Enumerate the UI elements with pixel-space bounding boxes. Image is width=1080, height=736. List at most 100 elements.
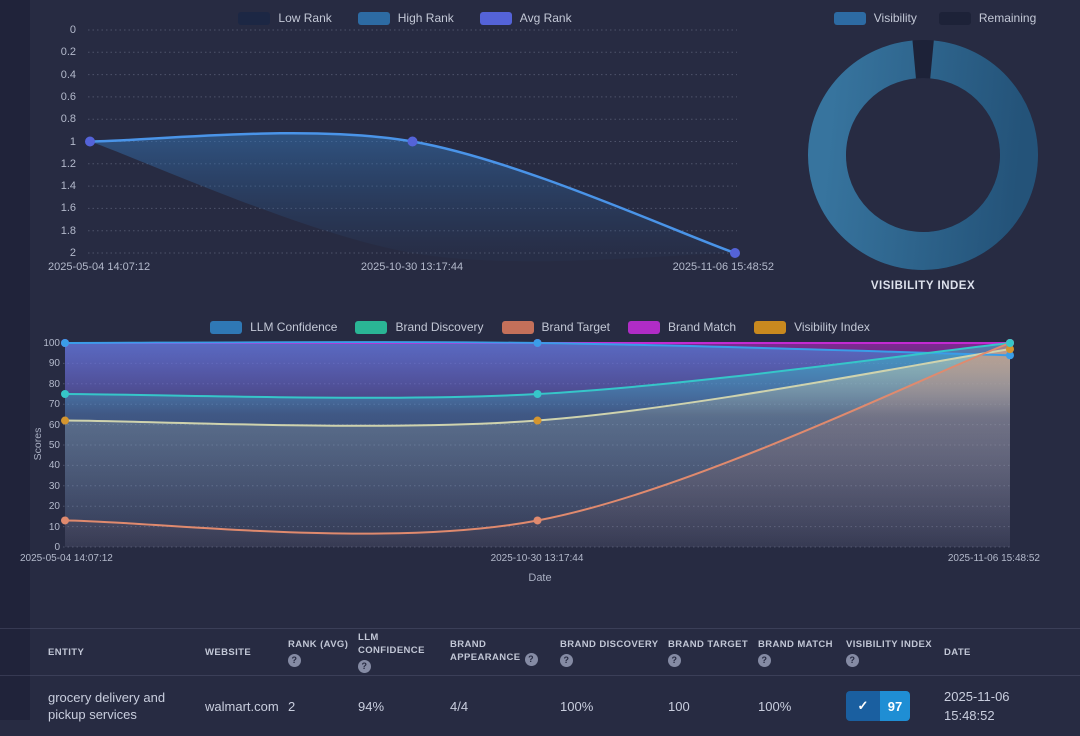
- table-row[interactable]: grocery delivery and pickup services wal…: [0, 676, 1080, 736]
- legend-swatch: [210, 320, 243, 334]
- help-icon[interactable]: ?: [846, 653, 859, 667]
- legend-item-llm-confidence[interactable]: LLM Confidence: [210, 320, 337, 334]
- visibility-donut-svg: [808, 40, 1038, 270]
- legend-label: Brand Match: [668, 320, 737, 334]
- help-icon[interactable]: ?: [668, 653, 681, 667]
- rank-y-tick: 0.2: [60, 46, 76, 59]
- scores-chart-svg: [61, 339, 1014, 548]
- visibility-index-value: 97: [880, 691, 910, 721]
- help-icon[interactable]: ?: [524, 653, 538, 666]
- legend-item-high-rank[interactable]: High Rank: [357, 11, 454, 25]
- cell-brand-target: 100: [668, 698, 690, 714]
- donut-legend: Visibility Remaining: [800, 11, 1070, 25]
- cell-visibility-index: ✓ 97: [846, 691, 944, 721]
- header-brand-match: BRAND MATCH?: [758, 638, 846, 667]
- header-llm-confidence: LLM CONFIDENCE?: [358, 631, 450, 673]
- donut-title: VISIBILITY INDEX: [870, 280, 976, 292]
- legend-item-brand-match[interactable]: Brand Match: [628, 320, 736, 334]
- scores-y-tick: 80: [48, 378, 60, 390]
- legend-item-avg-rank[interactable]: Avg Rank: [479, 11, 572, 25]
- legend-swatch: [355, 320, 388, 334]
- header-label: VISIBILITY INDEX: [846, 638, 932, 650]
- rank-y-tick: 0.6: [60, 90, 76, 103]
- scores-y-tick: 0: [54, 542, 60, 553]
- rank-chart-legend: Low Rank High Rank Avg Rank: [30, 11, 780, 25]
- check-icon: ✓: [846, 691, 880, 721]
- cell-rank-avg: 2: [288, 698, 296, 714]
- scores-x-tick: 2025-11-06 15:48:52: [947, 553, 1040, 564]
- legend-swatch: [501, 320, 534, 334]
- rank-y-tick: 1: [69, 135, 76, 148]
- left-gutter: [0, 0, 30, 720]
- cell-entity: grocery delivery and pickup services: [48, 690, 166, 722]
- help-icon[interactable]: ?: [758, 653, 771, 667]
- rank-y-tick: 1.6: [60, 202, 76, 215]
- scores-y-tick: 70: [48, 399, 60, 411]
- header-label: LLM CONFIDENCE: [358, 632, 425, 656]
- cell-brand-discovery: 100%: [560, 698, 594, 714]
- entities-table: ENTITY WEBSITE RANK (AVG)? LLM CONFIDENCE? B…: [0, 628, 1080, 736]
- header-website: WEBSITE: [205, 646, 288, 659]
- rank-chart-svg: [85, 29, 740, 262]
- help-icon[interactable]: ?: [560, 653, 573, 667]
- scores-y-tick: 40: [48, 460, 60, 472]
- cell-brand-match: 100%: [758, 698, 792, 714]
- legend-item-brand-target[interactable]: Brand Target: [501, 320, 611, 334]
- rank-y-tick: 1.8: [60, 224, 76, 237]
- legend-label: Remaining: [978, 11, 1037, 25]
- legend-item-remaining[interactable]: Remaining: [938, 11, 1037, 25]
- legend-item-brand-discovery[interactable]: Brand Discovery: [355, 320, 484, 334]
- rank-y-tick: 1.4: [60, 180, 76, 193]
- header-brand-appearance: BRAND APPEARANCE?: [450, 638, 560, 666]
- header-label: BRAND TARGET: [668, 638, 749, 650]
- header-label: BRAND APPEARANCE: [450, 639, 521, 663]
- legend-item-visibility-index[interactable]: Visibility Index: [754, 320, 870, 334]
- header-rank-avg-: RANK (AVG)?: [288, 638, 358, 667]
- help-icon[interactable]: ?: [358, 660, 371, 673]
- header-visibility-index: VISIBILITY INDEX?: [846, 638, 944, 667]
- scores-chart-legend: LLM Confidence Brand Discovery Brand Targe…: [0, 320, 1080, 334]
- legend-swatch: [357, 11, 390, 25]
- header-brand-target: BRAND TARGET?: [668, 638, 758, 667]
- scores-y-tick: 50: [48, 440, 60, 451]
- scores-y-tick: 10: [48, 521, 60, 533]
- legend-label: LLM Confidence: [250, 320, 338, 334]
- header-entity: ENTITY: [48, 646, 205, 659]
- legend-swatch: [628, 320, 661, 334]
- legend-label: Avg Rank: [519, 11, 572, 25]
- legend-item-low-rank[interactable]: Low Rank: [238, 11, 332, 25]
- legend-label: Visibility Index: [794, 320, 870, 334]
- legend-label: Visibility: [873, 11, 917, 25]
- scores-y-tick: 90: [48, 358, 60, 370]
- scores-y-tick: 20: [48, 501, 60, 513]
- date-line1: 2025-11-06: [944, 689, 1010, 704]
- rank-y-tick: 2: [69, 247, 76, 259]
- help-icon[interactable]: ?: [288, 653, 301, 667]
- table-header-row: ENTITY WEBSITE RANK (AVG)? LLM CONFIDENCE? B…: [0, 628, 1080, 676]
- header-label: BRAND DISCOVERY: [560, 638, 659, 650]
- visibility-index-badge: ✓ 97: [846, 691, 910, 721]
- header-label: WEBSITE: [205, 646, 252, 658]
- rank-x-tick: 2025-11-06 15:48:52: [672, 261, 774, 273]
- rank-y-tick: 0: [69, 24, 76, 36]
- header-label: RANK (AVG): [288, 638, 349, 650]
- rank-y-tick: 1.2: [60, 157, 76, 170]
- legend-swatch: [833, 11, 866, 25]
- header-date: DATE: [944, 646, 1060, 659]
- header-brand-discovery: BRAND DISCOVERY?: [560, 638, 668, 667]
- cell-website: walmart.com: [205, 698, 279, 714]
- scores-y-tick: 30: [48, 480, 60, 492]
- legend-item-visibility[interactable]: Visibility: [833, 11, 917, 25]
- legend-swatch: [238, 11, 271, 25]
- legend-label: High Rank: [397, 11, 454, 25]
- scores-x-tick: 2025-10-30 13:17:44: [490, 553, 584, 564]
- cell-brand-appearance: 4/4: [450, 698, 469, 714]
- rank-y-tick: 0.8: [60, 113, 76, 126]
- scores-y-tick: 60: [48, 419, 60, 431]
- legend-label: Brand Target: [541, 320, 611, 334]
- legend-label: Low Rank: [278, 11, 332, 25]
- date-line2: 15:48:52: [944, 708, 995, 723]
- scores-y-axis-title: Scores: [32, 427, 44, 461]
- header-label: ENTITY: [48, 646, 85, 658]
